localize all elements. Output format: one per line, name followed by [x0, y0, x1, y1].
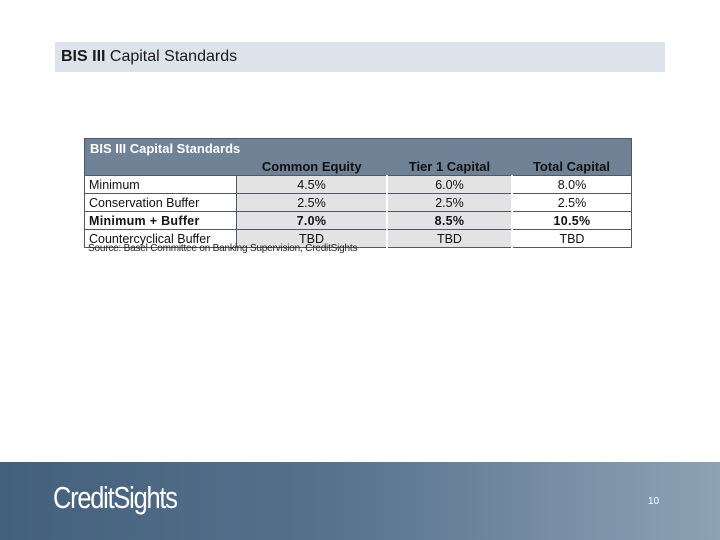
creditsights-logo: CreditSights [53, 480, 178, 515]
cell-common-equity: 7.0% [236, 211, 387, 230]
slide-footer: CreditSights 10 [0, 462, 720, 540]
slide-title-bold: BIS III [61, 48, 106, 65]
table-title: BIS III Capital Standards [84, 138, 632, 158]
slide-title-rest: Capital Standards [105, 48, 238, 65]
table-row-minimum-plus-buffer: Minimum + Buffer 7.0% 8.5% 10.5% [84, 211, 632, 230]
cell-common-equity: 2.5% [236, 193, 387, 212]
table-header-total-capital: Total Capital [511, 158, 632, 176]
table-row-countercyclical-buffer: Countercyclical Buffer TBD TBD TBD [84, 229, 632, 248]
table-row-conservation-buffer: Conservation Buffer 2.5% 2.5% 2.5% [84, 193, 632, 212]
slide-title-bar: BIS III Capital Standards [55, 42, 665, 72]
cell-tier1-capital: 2.5% [385, 193, 512, 212]
capital-standards-table-container: BIS III Capital Standards Common Equity … [84, 138, 632, 248]
cell-total-capital: 10.5% [510, 211, 632, 230]
cell-tier1-capital: TBD [385, 229, 512, 248]
cell-tier1-capital: 8.5% [385, 211, 512, 230]
source-note: Source: Basel Committee on Banking Super… [88, 243, 358, 254]
capital-standards-table: BIS III Capital Standards Common Equity … [84, 138, 632, 248]
cell-common-equity: 4.5% [236, 175, 387, 194]
row-label: Minimum + Buffer [84, 211, 237, 230]
table-header-row: Common Equity Tier 1 Capital Total Capit… [84, 158, 632, 176]
cell-tier1-capital: 6.0% [385, 175, 512, 194]
table-header-common-equity: Common Equity [236, 158, 387, 176]
row-label: Conservation Buffer [84, 193, 237, 212]
table-header-blank [84, 158, 237, 176]
table-row-minimum: Minimum 4.5% 6.0% 8.0% [84, 175, 632, 194]
row-label: Countercyclical Buffer [84, 229, 237, 248]
page-number: 10 [648, 496, 660, 507]
cell-total-capital: TBD [510, 229, 632, 248]
slide-title: BIS III Capital Standards [61, 48, 237, 66]
cell-common-equity: TBD [236, 229, 387, 248]
table-header-tier1-capital: Tier 1 Capital [386, 158, 512, 176]
cell-total-capital: 8.0% [510, 175, 632, 194]
cell-total-capital: 2.5% [510, 193, 632, 212]
row-label: Minimum [84, 175, 237, 194]
